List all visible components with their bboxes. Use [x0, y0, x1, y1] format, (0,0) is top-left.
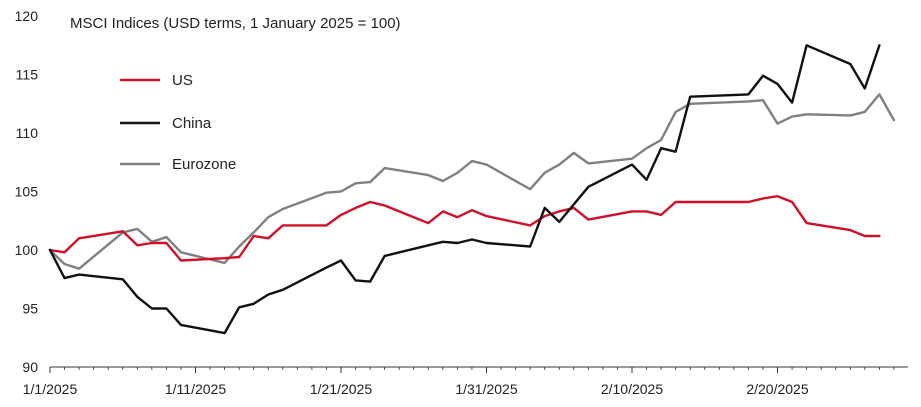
y-tick-label: 100 [15, 242, 39, 258]
x-tick-label: 1/11/2025 [165, 381, 226, 397]
x-axis-ticks: 1/1/2025 1/11/2025 1/21/2025 1/31/2025 2/10/… [23, 367, 895, 397]
legend-label-us: US [172, 72, 193, 89]
y-tick-label: 110 [16, 125, 39, 141]
x-tick-label: 2/10/2025 [601, 381, 663, 397]
y-tick-label: 90 [22, 359, 38, 375]
series-line-china [48, 44, 881, 335]
legend-label-eurozone: Eurozone [172, 156, 236, 173]
x-tick-label: 2/20/2025 [746, 381, 808, 397]
legend-label-china: China [172, 115, 212, 132]
y-tick-label: 120 [15, 8, 39, 24]
y-axis-ticks: 90 95 100 105 110 115 120 [15, 8, 39, 375]
series-lines [48, 44, 896, 335]
x-tick-label: 1/21/2025 [310, 381, 372, 397]
y-tick-label: 115 [16, 67, 39, 83]
y-tick-label: 105 [15, 184, 39, 200]
chart-title: MSCI Indices (USD terms, 1 January 2025 … [70, 15, 401, 32]
series-line-eurozone [48, 93, 896, 270]
series-line-us [48, 195, 881, 262]
x-tick-label: 1/31/2025 [455, 381, 517, 397]
y-tick-label: 95 [22, 301, 38, 317]
legend: US China Eurozone [120, 72, 236, 173]
x-tick-label: 1/1/2025 [23, 381, 78, 397]
